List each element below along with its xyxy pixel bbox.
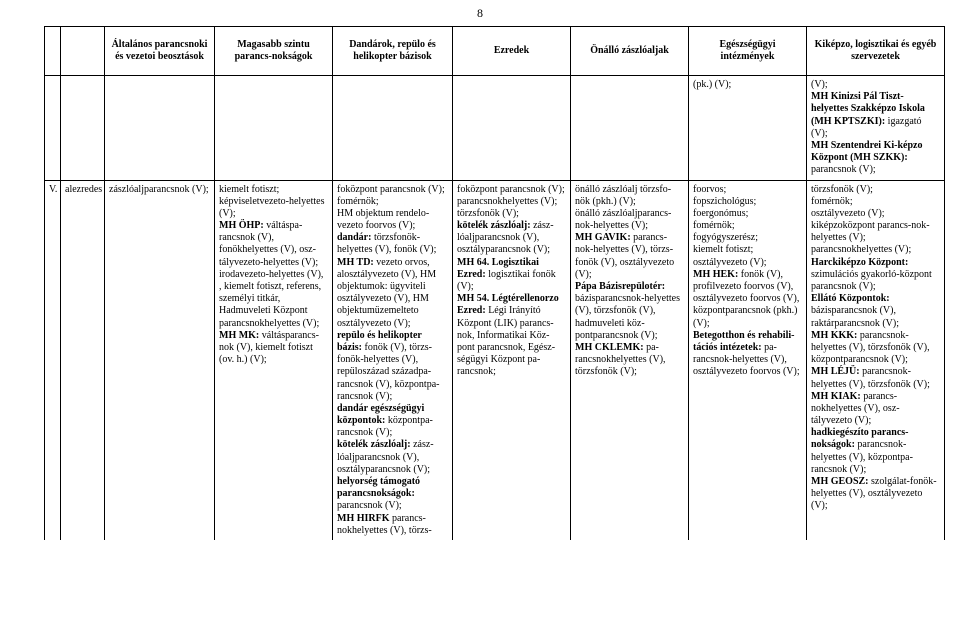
cell bbox=[105, 76, 215, 181]
cell bbox=[453, 76, 571, 181]
col-header: Kiképzo, logisztikai és egyéb szervezete… bbox=[807, 27, 945, 76]
col-header bbox=[45, 27, 61, 76]
col-header bbox=[61, 27, 105, 76]
page-number: 8 bbox=[0, 6, 960, 21]
col-header: Általános parancsnoki és vezetoi beosztá… bbox=[105, 27, 215, 76]
table-carry-row: (pk.) (V); (V);MH Kinizsi Pál Tiszt-hely… bbox=[45, 76, 945, 181]
cell bbox=[333, 76, 453, 181]
cell: foorvos;fopszichológus;foergonómus;fomér… bbox=[689, 180, 807, 540]
cell: (pk.) (V); bbox=[689, 76, 807, 181]
cell: alezredes bbox=[61, 180, 105, 540]
cell: zászlóaljparancsnok (V); bbox=[105, 180, 215, 540]
cell bbox=[215, 76, 333, 181]
cell: önálló zászlóalj törzsfo-nök (pkh.) (V);… bbox=[571, 180, 689, 540]
col-header: Önálló zászlóaljak bbox=[571, 27, 689, 76]
cell bbox=[45, 76, 61, 181]
col-header: Egészségügyi intézmények bbox=[689, 27, 807, 76]
col-header: Ezredek bbox=[453, 27, 571, 76]
cell bbox=[61, 76, 105, 181]
cell: foközpont parancsnok (V);parancsnokhelye… bbox=[453, 180, 571, 540]
cell: foközpont parancsnok (V);fomérnök;HM obj… bbox=[333, 180, 453, 540]
cell bbox=[571, 76, 689, 181]
cell: V. bbox=[45, 180, 61, 540]
beosztasok-table: Általános parancsnoki és vezetoi beosztá… bbox=[44, 26, 945, 540]
cell: törzsfonök (V);fomérnök;osztályvezeto (V… bbox=[807, 180, 945, 540]
table-header-row: Általános parancsnoki és vezetoi beosztá… bbox=[45, 27, 945, 76]
table-row: V. alezredes zászlóaljparancsnok (V); ki… bbox=[45, 180, 945, 540]
col-header: Magasabb szintu parancs-nokságok bbox=[215, 27, 333, 76]
cell: kiemelt fotiszt;képviseletvezeto-helyett… bbox=[215, 180, 333, 540]
col-header: Dandárok, repülo és helikopter bázisok bbox=[333, 27, 453, 76]
cell: (V);MH Kinizsi Pál Tiszt-helyettes Szakk… bbox=[807, 76, 945, 181]
document-page: 8 Általános parancsnoki és vezetoi beosz… bbox=[0, 0, 960, 632]
